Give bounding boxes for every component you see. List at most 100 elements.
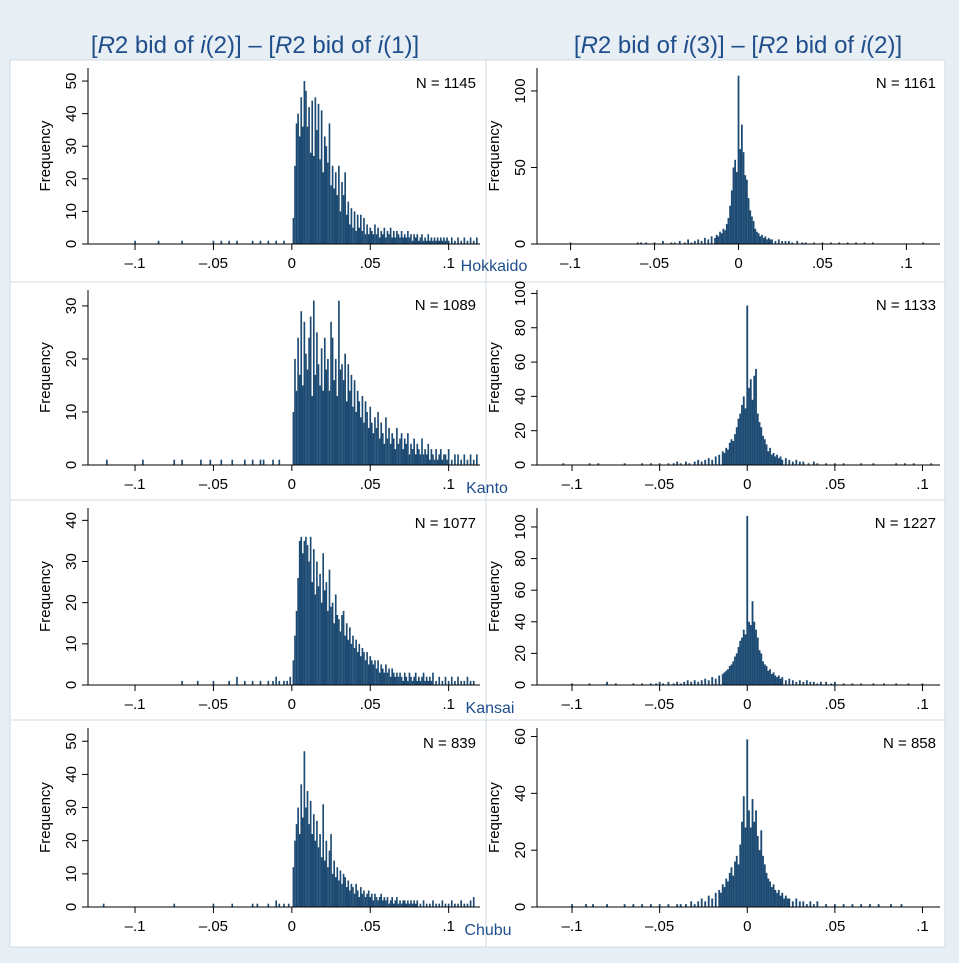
histogram-bar: [353, 380, 356, 465]
histogram-bar: [292, 411, 295, 465]
histogram-bar: [347, 639, 350, 685]
histogram-bar: [294, 165, 296, 244]
column-title-part: (1)]: [383, 32, 419, 59]
histogram-bar: [860, 904, 863, 907]
y-tick-label: 10: [63, 203, 80, 220]
histogram-bar: [746, 739, 749, 907]
histogram-bar: [363, 890, 365, 907]
x-tick-label: –.05: [199, 918, 228, 935]
histogram-bar: [259, 240, 262, 244]
histogram-bar: [752, 221, 755, 244]
column-title-part: i: [200, 32, 206, 59]
histogram-bar: [303, 540, 306, 685]
histogram-bar: [764, 236, 767, 244]
histogram-bar: [319, 159, 321, 244]
histogram-bar: [763, 439, 766, 465]
histogram-bar: [370, 422, 373, 465]
panel-background: [9, 499, 487, 726]
histogram-bar: [336, 195, 339, 244]
histogram-bar: [776, 454, 778, 465]
x-tick-label: –.05: [640, 255, 669, 272]
histogram-bar: [377, 227, 379, 244]
histogram-bar: [385, 237, 387, 244]
histogram-bar: [721, 451, 724, 465]
histogram-bar: [930, 463, 933, 465]
bars: [571, 739, 903, 907]
histogram-bar: [396, 230, 398, 244]
histogram-bar: [331, 165, 334, 244]
histogram-bar: [361, 396, 364, 465]
histogram-bar: [776, 892, 778, 907]
histogram-bar: [711, 459, 714, 465]
histogram-bar: [327, 867, 329, 907]
histogram-bar: [377, 660, 379, 685]
bars: [181, 536, 475, 685]
histogram-bar: [405, 676, 408, 685]
histogram-bar: [466, 676, 469, 685]
histogram-bar: [469, 680, 472, 685]
histogram-bar: [353, 211, 356, 244]
histogram-bar: [454, 903, 456, 907]
histogram-bar: [454, 454, 456, 465]
histogram-bar: [749, 210, 752, 244]
histogram-bar: [432, 240, 434, 244]
histogram-bar: [309, 536, 312, 685]
histogram-bar: [314, 594, 317, 685]
histogram-bar: [352, 227, 354, 244]
histogram-bar: [251, 459, 254, 465]
histogram-bar: [679, 683, 682, 685]
column-title-part: 2 bid of: [775, 32, 860, 59]
histogram-bar: [303, 751, 306, 907]
histogram-bar: [311, 834, 314, 907]
histogram-bar: [361, 893, 364, 907]
y-tick-label: 30: [63, 799, 80, 816]
histogram-bar: [338, 300, 340, 465]
histogram-bar: [704, 459, 707, 465]
y-tick-label: 0: [512, 461, 529, 469]
histogram-bar: [278, 903, 281, 907]
histogram-bar: [364, 234, 367, 244]
histogram-bar: [407, 900, 409, 907]
histogram-bar: [322, 172, 325, 244]
histogram-bar: [347, 201, 350, 244]
y-tick-label: 20: [63, 594, 80, 611]
histogram-bar: [760, 427, 763, 465]
histogram-bar: [765, 444, 768, 465]
histogram-bar: [334, 594, 337, 685]
histogram-bar: [757, 233, 760, 244]
histogram-bar: [739, 640, 742, 685]
y-tick-label: 100: [512, 281, 529, 306]
histogram-bar: [562, 463, 565, 465]
histogram-bar: [283, 903, 285, 907]
histogram-bar: [466, 459, 469, 465]
histogram-bar: [744, 408, 747, 465]
histogram-bar: [267, 903, 270, 907]
histogram-bar: [294, 840, 296, 907]
histogram-bar: [311, 100, 314, 244]
histogram-bar: [690, 901, 693, 907]
histogram-bar: [676, 681, 679, 685]
histogram-bar: [349, 890, 351, 907]
histogram-bar: [212, 903, 215, 907]
histogram-bar: [741, 821, 743, 907]
histogram-bar: [851, 904, 854, 907]
histogram-bar: [655, 683, 658, 685]
panel-kanto-right: –.1 –.05 0 .05 .1 0 20 40 60 80 100 Frequency N = 11…: [485, 281, 946, 506]
histogram-bar: [336, 396, 339, 465]
histogram-bar: [719, 231, 721, 244]
histogram-bar: [305, 90, 307, 244]
y-tick-label: 60: [512, 354, 529, 371]
histogram-bar: [784, 458, 787, 465]
histogram-bar: [347, 880, 350, 907]
histogram-bar: [283, 680, 285, 685]
histogram-bar: [432, 454, 434, 465]
histogram-bar: [408, 454, 411, 465]
histogram-bar: [181, 680, 183, 685]
histogram-bar: [727, 217, 730, 244]
histogram-bar: [748, 621, 750, 685]
histogram-bar: [278, 680, 281, 685]
histogram-bar: [408, 237, 411, 244]
histogram-bar: [275, 240, 277, 244]
histogram-bar: [723, 672, 726, 685]
histogram-bar: [900, 904, 903, 907]
